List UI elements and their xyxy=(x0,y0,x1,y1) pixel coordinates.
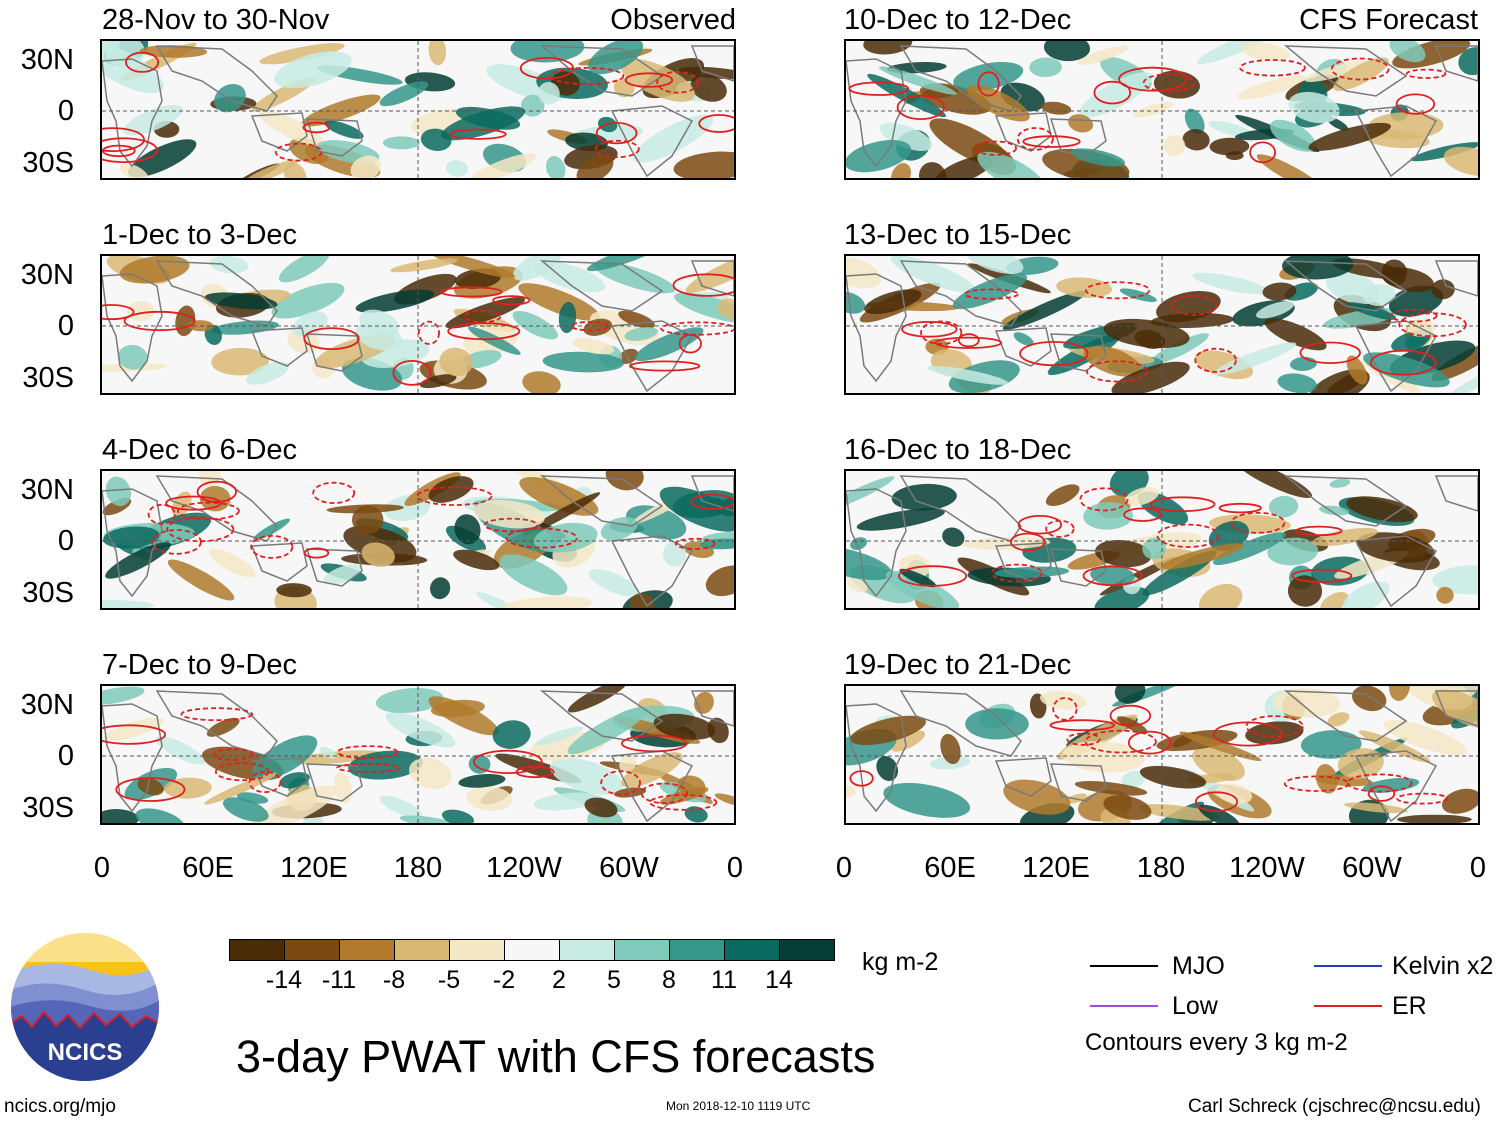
map-canvas xyxy=(846,256,1478,393)
lat-label-eq: 0 xyxy=(57,95,74,127)
panel-title: 1-Dec to 3-Dec xyxy=(102,219,298,251)
logo-text: NCICS xyxy=(48,1039,123,1066)
lon-label: 120E xyxy=(280,852,348,884)
legend-label-low: Low xyxy=(1172,992,1218,1020)
lat-label-30n: 30N xyxy=(20,44,74,76)
pwat-map xyxy=(844,254,1480,395)
colorbar-tick-label: 8 xyxy=(662,966,676,994)
colorbar-units: kg m-2 xyxy=(862,948,939,976)
colorbar-swatch xyxy=(614,939,670,961)
pwat-map xyxy=(844,684,1480,825)
panel-tag-forecast: CFS Forecast xyxy=(1299,4,1478,36)
pwat-map xyxy=(100,254,736,395)
colorbar-swatch xyxy=(724,939,780,961)
lon-label: 120W xyxy=(1229,852,1305,884)
lat-label-30n: 30N xyxy=(20,474,74,506)
colorbar-swatch xyxy=(449,939,505,961)
lon-label: 180 xyxy=(1136,852,1186,884)
lon-label: 60W xyxy=(599,852,659,884)
lat-label-30n: 30N xyxy=(20,259,74,291)
panel-tag-observed: Observed xyxy=(610,4,736,36)
pwat-map xyxy=(100,39,736,180)
colorbar-tick-label: 11 xyxy=(711,966,737,994)
colorbar-swatch xyxy=(339,939,395,961)
lat-label-30s: 30S xyxy=(22,577,74,609)
pwat-map xyxy=(844,469,1480,610)
colorbar-tick-label: 5 xyxy=(607,966,621,994)
legend-line-mjo xyxy=(1090,965,1158,967)
colorbar-tick-label: -8 xyxy=(382,966,406,994)
colorbar-swatch xyxy=(394,939,450,961)
lon-label: 180 xyxy=(393,852,443,884)
lat-label-eq: 0 xyxy=(57,525,74,557)
colorbar-tick-label: -11 xyxy=(321,966,357,994)
colorbar-tick-label: 14 xyxy=(765,966,793,994)
colorbar-swatch xyxy=(284,939,340,961)
map-canvas xyxy=(102,471,734,608)
lon-label: 60E xyxy=(182,852,234,884)
footer-url: ncics.org/mjo xyxy=(4,1096,116,1117)
lon-label: 0 xyxy=(93,852,111,884)
map-canvas xyxy=(846,471,1478,608)
map-canvas xyxy=(102,686,734,823)
lon-label: 60E xyxy=(924,852,976,884)
lon-label: 120W xyxy=(486,852,562,884)
colorbar-swatch xyxy=(229,939,285,961)
lon-label: 120E xyxy=(1022,852,1090,884)
pwat-map xyxy=(844,39,1480,180)
lat-label-30s: 30S xyxy=(22,147,74,179)
lon-label: 60W xyxy=(1342,852,1402,884)
legend-line-er xyxy=(1314,1005,1382,1007)
panel-title: 16-Dec to 18-Dec xyxy=(844,434,1072,466)
colorbar-tick-label: -2 xyxy=(492,966,516,994)
figure-title: 3-day PWAT with CFS forecasts xyxy=(236,1031,876,1082)
footer-credit: Carl Schreck (cjschrec@ncsu.edu) xyxy=(1188,1096,1481,1117)
colorbar-tick-label: 2 xyxy=(552,966,566,994)
panel-title: 19-Dec to 21-Dec xyxy=(844,649,1072,681)
lon-label: 0 xyxy=(1469,852,1487,884)
legend-label-er: ER xyxy=(1392,992,1427,1020)
panel-title: 7-Dec to 9-Dec xyxy=(102,649,298,681)
colorbar-swatch xyxy=(669,939,725,961)
colorbar-swatch xyxy=(504,939,560,961)
legend-line-kelvin xyxy=(1314,965,1382,967)
map-canvas xyxy=(846,686,1478,823)
lat-label-30n: 30N xyxy=(20,689,74,721)
panel-title: 28-Nov to 30-Nov xyxy=(102,4,330,36)
legend-label-mjo: MJO xyxy=(1172,952,1225,980)
pwat-map xyxy=(100,469,736,610)
lon-label: 0 xyxy=(835,852,853,884)
footer-timestamp: Mon 2018-12-10 1119 UTC xyxy=(666,1099,811,1113)
ncics-logo: NCICS xyxy=(11,933,159,1081)
lat-label-30s: 30S xyxy=(22,362,74,394)
colorbar-swatch xyxy=(559,939,615,961)
panel-title: 4-Dec to 6-Dec xyxy=(102,434,298,466)
legend-label-kelvin: Kelvin x2 xyxy=(1392,952,1494,980)
map-canvas xyxy=(846,41,1478,178)
lon-label: 0 xyxy=(726,852,744,884)
colorbar-tick-label: -5 xyxy=(437,966,461,994)
lat-label-eq: 0 xyxy=(57,310,74,342)
lat-label-30s: 30S xyxy=(22,792,74,824)
legend-line-low xyxy=(1090,1005,1158,1007)
colorbar-swatch xyxy=(779,939,835,961)
colorbar-tick-label: -14 xyxy=(265,966,303,994)
map-canvas xyxy=(102,256,734,393)
panel-title: 10-Dec to 12-Dec xyxy=(844,4,1072,36)
map-canvas xyxy=(102,41,734,178)
panel-title: 13-Dec to 15-Dec xyxy=(844,219,1072,251)
lat-label-eq: 0 xyxy=(57,740,74,772)
pwat-map xyxy=(100,684,736,825)
legend-note: Contours every 3 kg m-2 xyxy=(1085,1029,1348,1056)
